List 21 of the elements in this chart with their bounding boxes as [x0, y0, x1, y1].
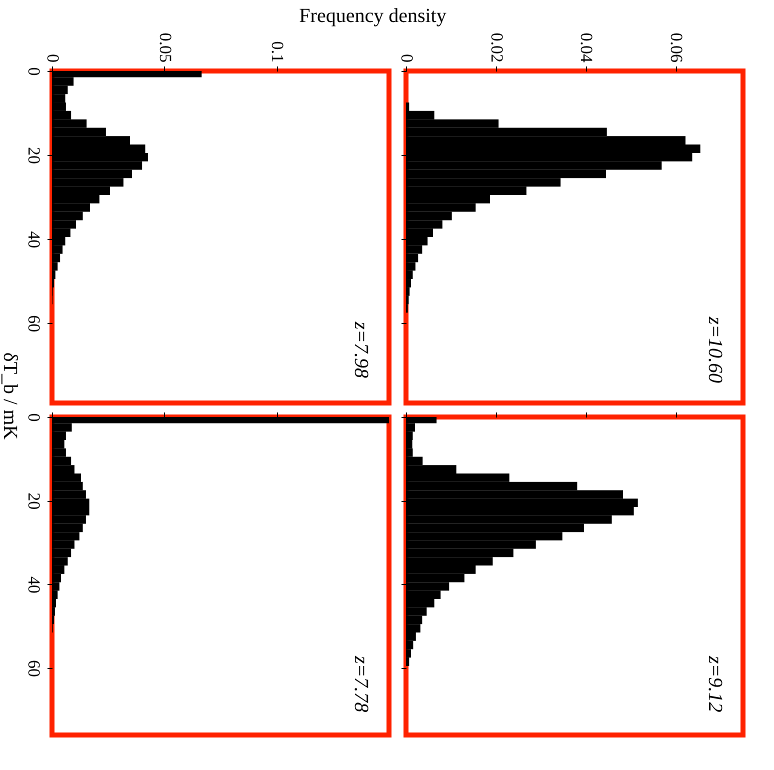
- x-tick-label: 0.05: [156, 32, 175, 62]
- x-tick-label: 0.02: [487, 32, 506, 62]
- y-axis-title: δT_b / mK: [0, 352, 21, 440]
- annotation: z=7.98: [350, 320, 372, 378]
- annotation: z=10.60: [704, 316, 726, 384]
- y-tick-label: 0: [24, 67, 44, 76]
- annotation: z=9.12: [704, 654, 726, 712]
- x-tick-label: 0.06: [667, 32, 686, 62]
- y-tick-label: 40: [24, 576, 44, 594]
- annotation: z=7.78: [350, 654, 372, 712]
- x-tick-label: 0.1: [268, 41, 288, 62]
- x-tick-label: 0: [44, 54, 62, 62]
- y-tick-label: 60: [24, 315, 44, 332]
- x-axis-title: Frequency density: [299, 4, 446, 27]
- y-tick-label: 40: [24, 231, 44, 248]
- y-tick-label: 60: [24, 660, 44, 678]
- y-tick-label: 20: [24, 492, 44, 510]
- y-tick-label: 20: [24, 147, 44, 164]
- y-tick-label: 0: [24, 413, 44, 422]
- x-tick-label: 0.04: [577, 32, 596, 63]
- x-tick-label: 0: [398, 54, 416, 62]
